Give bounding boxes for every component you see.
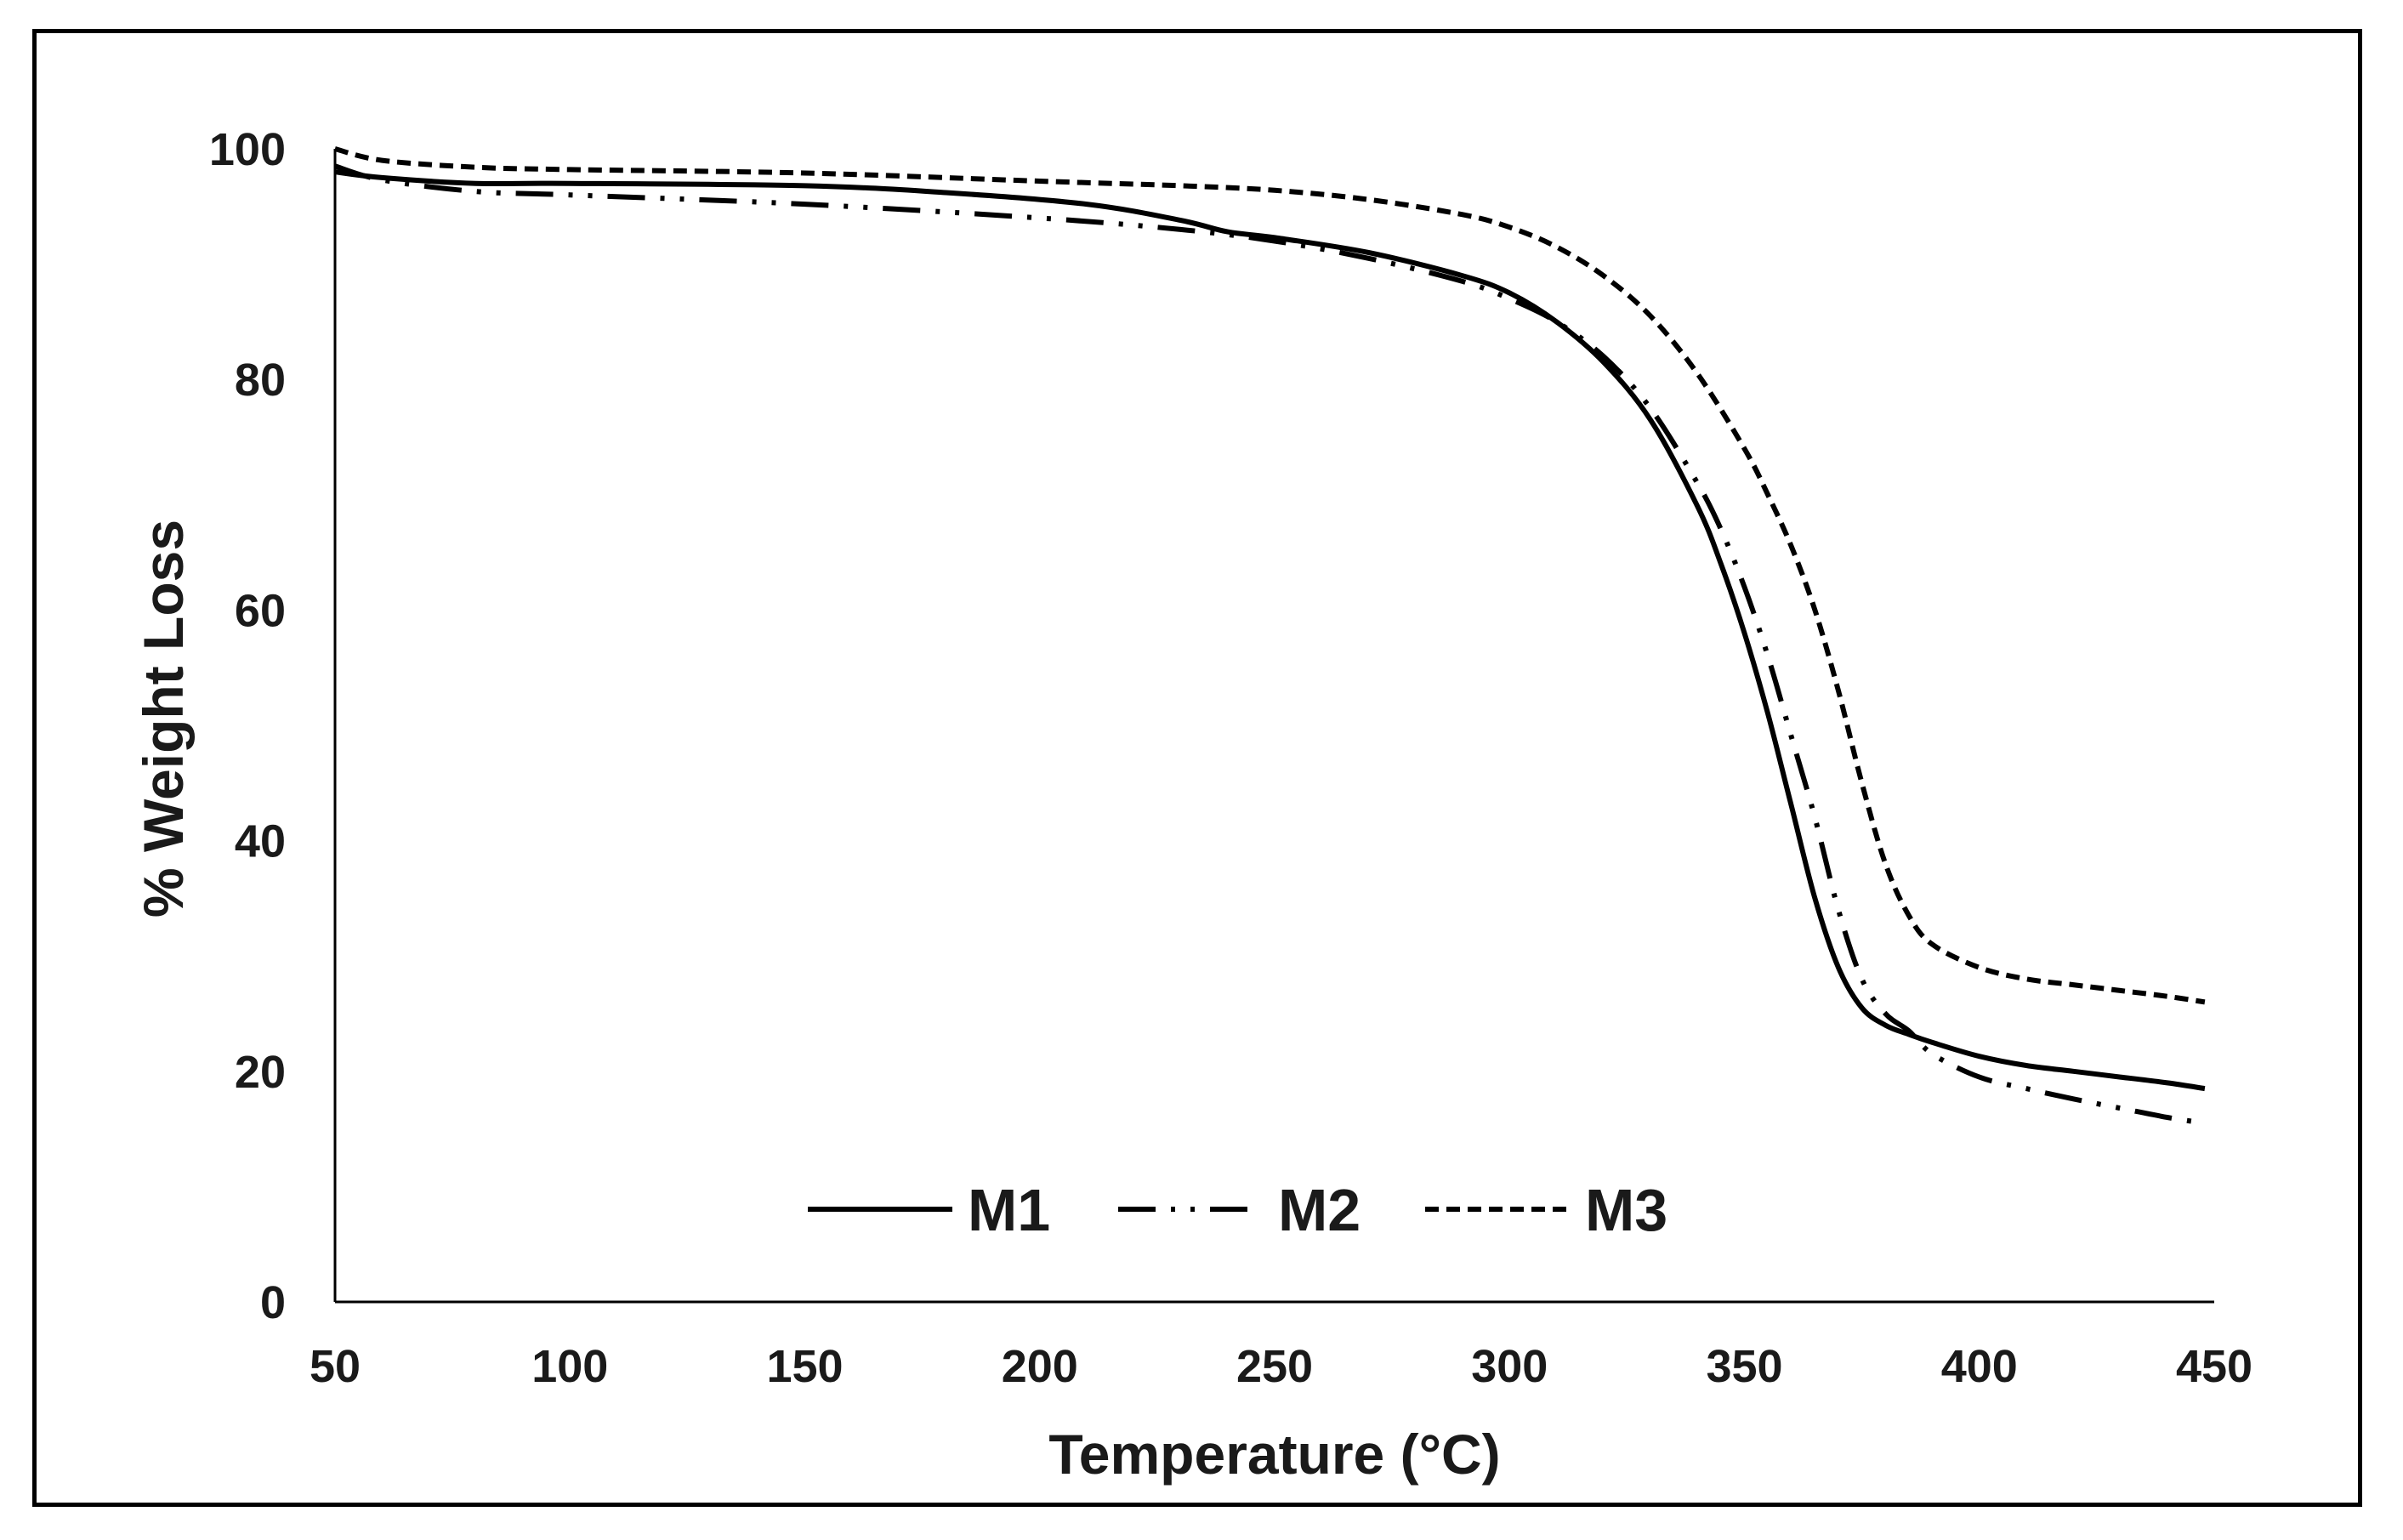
x-tick-label: 350 <box>1706 1341 1782 1392</box>
y-tick-label: 80 <box>235 355 286 406</box>
series-line-m1 <box>334 169 2206 1092</box>
y-tick-label: 20 <box>235 1047 286 1098</box>
series-line-m2 <box>334 163 2206 1126</box>
y-axis-title: % Weight Loss <box>132 520 195 918</box>
y-tick-label: 40 <box>235 816 286 867</box>
x-tick-label: 50 <box>310 1341 361 1392</box>
x-axis-title: Temperature (°C) <box>1048 1423 1500 1486</box>
legend-label-m1: M1 <box>968 1177 1050 1243</box>
x-tick-label: 250 <box>1236 1341 1313 1392</box>
legend-label-m2: M2 <box>1278 1177 1361 1243</box>
x-tick-label: 300 <box>1471 1341 1548 1392</box>
x-tick-label: 200 <box>1002 1341 1078 1392</box>
data-series <box>334 146 2206 1126</box>
chart-frame <box>32 29 2362 1507</box>
x-tick-labels: 50 100 150 200 250 300 350 400 450 <box>310 1341 2252 1392</box>
x-tick-label: 450 <box>2176 1341 2252 1392</box>
axes <box>333 149 2214 1304</box>
y-tick-label: 0 <box>260 1277 286 1328</box>
x-tick-label: 150 <box>766 1341 843 1392</box>
x-tick-label: 100 <box>531 1341 608 1392</box>
y-tick-label: 60 <box>235 585 286 636</box>
legend: M1 M2 M3 <box>808 1177 1667 1243</box>
y-tick-label: 100 <box>209 124 286 175</box>
y-tick-labels: 0 20 40 60 80 100 <box>209 124 286 1328</box>
legend-label-m3: M3 <box>1585 1177 1667 1243</box>
series-line-m3 <box>334 146 2206 1005</box>
x-tick-label: 400 <box>1941 1341 2018 1392</box>
